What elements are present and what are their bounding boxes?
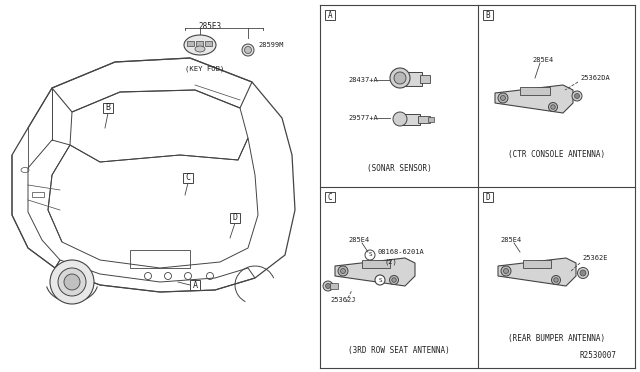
Bar: [483, 10, 493, 20]
Bar: [420, 75, 430, 83]
Ellipse shape: [338, 266, 348, 276]
Ellipse shape: [572, 91, 582, 101]
Ellipse shape: [577, 267, 589, 279]
Ellipse shape: [58, 268, 86, 296]
Ellipse shape: [580, 270, 586, 276]
Polygon shape: [495, 85, 573, 113]
Polygon shape: [335, 258, 415, 286]
Text: A: A: [193, 280, 198, 289]
Text: (2): (2): [385, 259, 397, 265]
Text: S: S: [378, 278, 381, 282]
Bar: [402, 114, 420, 125]
Text: 25362DA: 25362DA: [580, 75, 610, 81]
Bar: [483, 192, 493, 202]
Text: (3RD ROW SEAT ANTENNA): (3RD ROW SEAT ANTENNA): [348, 346, 450, 355]
Ellipse shape: [394, 72, 406, 84]
Bar: [520, 87, 550, 95]
Ellipse shape: [365, 250, 375, 260]
Ellipse shape: [244, 46, 252, 54]
Text: D: D: [232, 214, 237, 222]
Text: 28599M: 28599M: [258, 42, 284, 48]
Text: 285E3: 285E3: [198, 22, 221, 31]
Bar: [190, 280, 200, 290]
Text: C: C: [186, 173, 191, 183]
Text: 25362E: 25362E: [582, 255, 607, 261]
Bar: [196, 41, 203, 46]
Text: R2530007: R2530007: [580, 350, 617, 359]
Bar: [402, 72, 422, 86]
Bar: [183, 173, 193, 183]
Bar: [523, 260, 551, 268]
Text: 29577+A: 29577+A: [348, 115, 378, 121]
Text: S: S: [368, 253, 372, 257]
Ellipse shape: [390, 276, 399, 285]
Ellipse shape: [500, 96, 506, 100]
Ellipse shape: [393, 112, 407, 126]
Text: (SONAR SENSOR): (SONAR SENSOR): [367, 164, 431, 173]
Bar: [103, 103, 113, 113]
Text: (KEY FOB): (KEY FOB): [186, 66, 225, 73]
Ellipse shape: [50, 260, 94, 304]
Bar: [32, 192, 44, 197]
Ellipse shape: [242, 44, 254, 56]
Text: (CTR CONSOLE ANTENNA): (CTR CONSOLE ANTENNA): [508, 151, 605, 160]
Bar: [325, 10, 335, 20]
Ellipse shape: [184, 35, 216, 55]
Ellipse shape: [323, 281, 333, 291]
Bar: [362, 260, 390, 268]
Ellipse shape: [326, 283, 330, 289]
Ellipse shape: [554, 278, 558, 282]
Text: B: B: [486, 10, 490, 19]
Text: A: A: [328, 10, 332, 19]
Text: (REAR BUMPER ANTENNA): (REAR BUMPER ANTENNA): [508, 334, 605, 343]
Bar: [205, 41, 212, 46]
Ellipse shape: [504, 269, 509, 273]
Text: D: D: [486, 192, 490, 202]
Bar: [418, 116, 430, 123]
Ellipse shape: [548, 103, 557, 112]
Ellipse shape: [552, 276, 561, 285]
Ellipse shape: [551, 105, 556, 109]
Bar: [330, 283, 338, 289]
Ellipse shape: [501, 266, 511, 276]
Ellipse shape: [390, 68, 410, 88]
Ellipse shape: [195, 46, 205, 52]
Text: 285E4: 285E4: [348, 237, 369, 243]
Text: C: C: [328, 192, 332, 202]
Ellipse shape: [340, 269, 346, 273]
Text: 28437+A: 28437+A: [348, 77, 378, 83]
Bar: [325, 192, 335, 202]
Polygon shape: [498, 258, 576, 286]
Bar: [428, 117, 434, 122]
Text: 285E4: 285E4: [500, 237, 521, 243]
Text: 25362J: 25362J: [330, 297, 355, 303]
Ellipse shape: [64, 274, 80, 290]
Bar: [130, 250, 190, 268]
Text: 08168-6201A: 08168-6201A: [378, 249, 425, 255]
Text: B: B: [106, 103, 111, 112]
Bar: [187, 41, 194, 46]
Ellipse shape: [375, 275, 385, 285]
Ellipse shape: [498, 93, 508, 103]
Ellipse shape: [575, 93, 579, 99]
Bar: [230, 213, 240, 223]
Ellipse shape: [392, 278, 396, 282]
Text: 285E4: 285E4: [532, 57, 553, 63]
